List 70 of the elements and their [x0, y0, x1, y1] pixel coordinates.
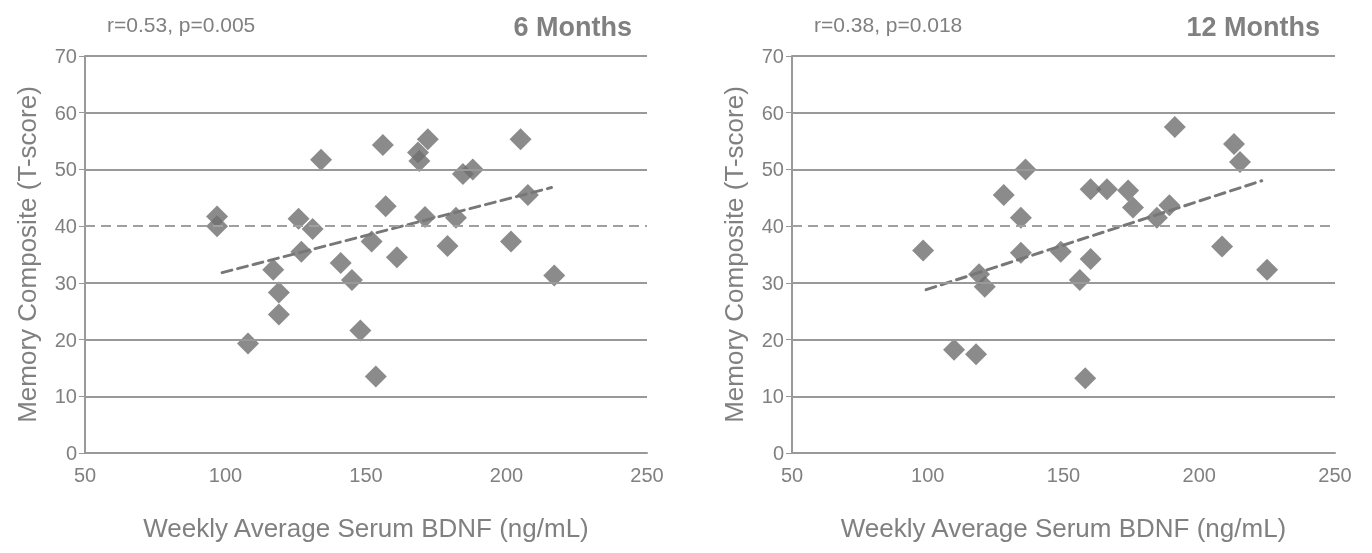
x-tick-label: 250: [1318, 464, 1352, 486]
chart-title: 6 Months: [513, 11, 633, 42]
y-tick-label: 40: [761, 215, 784, 238]
y-tick-label: 20: [54, 328, 77, 351]
point: [329, 252, 352, 275]
point: [943, 338, 966, 361]
point: [1211, 235, 1234, 258]
point: [1079, 178, 1102, 201]
point: [509, 128, 532, 151]
point: [1122, 196, 1144, 219]
point: [310, 148, 333, 171]
y-tick-label: 40: [54, 215, 77, 238]
x-tick-label: 100: [911, 464, 945, 486]
point: [1117, 179, 1140, 202]
point: [301, 217, 324, 240]
point: [912, 239, 935, 262]
point: [543, 264, 566, 287]
y-axis-title: Memory Composite (T-score): [12, 86, 42, 423]
x-tick-label: 150: [1046, 464, 1081, 486]
point: [1079, 248, 1102, 271]
point: [408, 149, 431, 172]
y-tick-label: 70: [54, 45, 77, 67]
y-tick-label: 20: [761, 328, 784, 351]
y-tick-label: 60: [761, 101, 784, 124]
x-tick-label: 50: [73, 464, 97, 486]
x-tick-label: 100: [208, 464, 243, 486]
y-tick-label: 10: [54, 385, 77, 408]
point: [267, 303, 290, 326]
x-axis-title: Weekly Average Serum BDNF (ng/mL): [143, 513, 589, 543]
x-tick-label: 200: [489, 464, 524, 486]
point: [1163, 115, 1186, 138]
x-tick-label: 50: [780, 464, 804, 486]
y-tick-label: 50: [761, 158, 784, 181]
point: [349, 319, 372, 342]
x-tick-label: 150: [349, 464, 383, 486]
y-tick-label: 0: [772, 442, 784, 464]
y-tick-label: 60: [54, 101, 77, 124]
point: [360, 230, 383, 253]
point: [364, 365, 387, 388]
point: [416, 128, 439, 151]
point: [992, 183, 1015, 206]
x-tick-label: 200: [1182, 464, 1216, 486]
point: [374, 195, 397, 218]
point: [1223, 132, 1245, 155]
point: [385, 246, 408, 269]
point: [500, 230, 522, 253]
y-tick-label: 30: [761, 271, 784, 294]
y-tick-label: 50: [54, 158, 77, 181]
chart-title: 12 Months: [1186, 11, 1321, 42]
point: [1074, 367, 1097, 390]
point: [1009, 206, 1032, 229]
y-axis-title: Memory Composite (T-score): [719, 86, 749, 423]
point: [371, 134, 394, 157]
x-axis-title: Weekly Average Serum BDNF (ng/mL): [840, 513, 1287, 543]
y-tick-label: 0: [65, 442, 77, 464]
text: r=0.53, p=0.005: [107, 13, 256, 36]
text: r=0.38, p=0.018: [814, 13, 963, 36]
point: [965, 343, 988, 366]
point: [262, 258, 285, 281]
point: [1095, 178, 1118, 201]
point: [206, 215, 229, 238]
point: [1256, 258, 1279, 281]
y-tick-label: 30: [54, 271, 77, 294]
y-tick-label: 70: [761, 45, 784, 67]
x-tick-label: 250: [630, 464, 664, 486]
point: [287, 207, 310, 230]
point: [1228, 151, 1251, 174]
point: [267, 281, 290, 304]
point: [436, 234, 459, 257]
y-tick-label: 10: [761, 385, 784, 408]
